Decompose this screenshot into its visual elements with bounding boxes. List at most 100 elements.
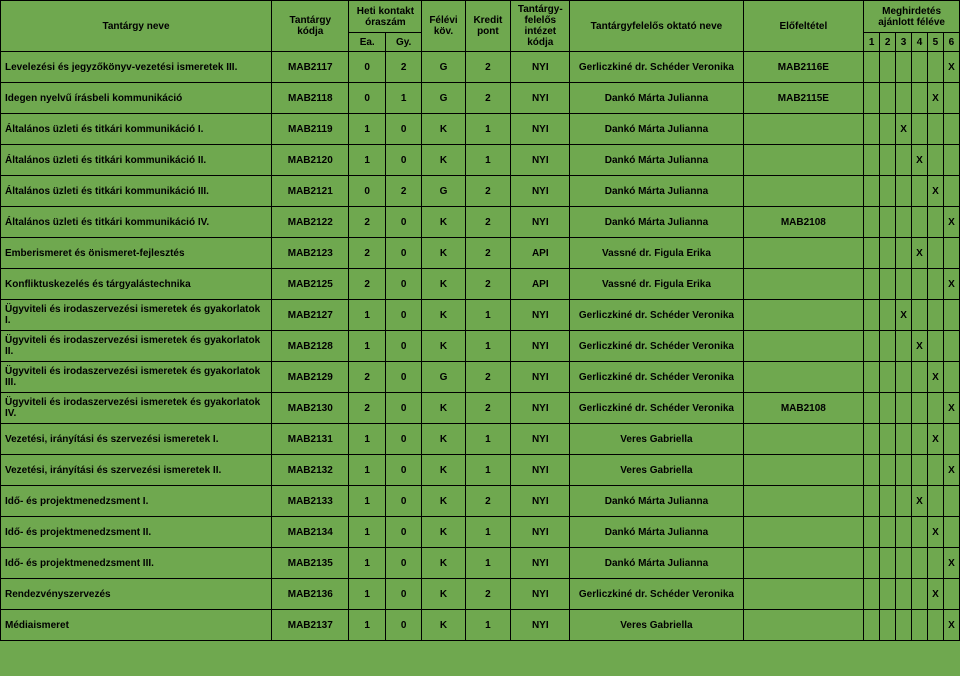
cell-exam: K (422, 300, 465, 331)
table-row: Általános üzleti és titkári kommunikáció… (1, 114, 960, 145)
cell-sem-3 (896, 455, 912, 486)
cell-sem-1 (864, 455, 880, 486)
cell-sem-4 (912, 393, 928, 424)
cell-sem-2 (880, 517, 896, 548)
cell-sem-5: X (927, 176, 943, 207)
cell-exam: K (422, 145, 465, 176)
cell-dept: NYI (511, 393, 570, 424)
cell-teacher: Dankó Márta Julianna (570, 114, 743, 145)
cell-sem-6 (943, 579, 959, 610)
cell-teacher: Veres Gabriella (570, 424, 743, 455)
table-row: RendezvényszervezésMAB213610K2NYIGerlicz… (1, 579, 960, 610)
cell-name: Ügyviteli és irodaszervezési ismeretek é… (1, 362, 272, 393)
header-exam: Félévi köv. (422, 1, 465, 52)
cell-sem-5 (927, 548, 943, 579)
cell-sem-4 (912, 207, 928, 238)
cell-teacher: Gerliczkiné dr. Schéder Veronika (570, 52, 743, 83)
cell-sem-4 (912, 269, 928, 300)
cell-teacher: Vassné dr. Figula Erika (570, 269, 743, 300)
header-row-1: Tantárgy neve Tantárgy kódja Heti kontak… (1, 1, 960, 33)
cell-exam: K (422, 455, 465, 486)
cell-code: MAB2120 (272, 145, 349, 176)
cell-ea: 2 (349, 362, 385, 393)
cell-name: Ügyviteli és irodaszervezési ismeretek é… (1, 300, 272, 331)
table-row: Levelezési és jegyzőkönyv-vezetési ismer… (1, 52, 960, 83)
cell-ea: 1 (349, 331, 385, 362)
cell-credit: 1 (465, 455, 511, 486)
cell-sem-1 (864, 579, 880, 610)
cell-teacher: Gerliczkiné dr. Schéder Veronika (570, 579, 743, 610)
cell-sem-5: X (927, 517, 943, 548)
cell-sem-3 (896, 52, 912, 83)
cell-name: Médiaismeret (1, 610, 272, 641)
cell-dept: NYI (511, 331, 570, 362)
cell-sem-1 (864, 393, 880, 424)
cell-name: Általános üzleti és titkári kommunikáció… (1, 145, 272, 176)
cell-sem-3 (896, 362, 912, 393)
cell-dept: NYI (511, 579, 570, 610)
table-row: Általános üzleti és titkári kommunikáció… (1, 145, 960, 176)
cell-code: MAB2132 (272, 455, 349, 486)
cell-code: MAB2128 (272, 331, 349, 362)
cell-sem-6: X (943, 548, 959, 579)
cell-gy: 0 (385, 300, 421, 331)
cell-sem-3 (896, 548, 912, 579)
cell-dept: NYI (511, 52, 570, 83)
cell-credit: 1 (465, 145, 511, 176)
cell-teacher: Gerliczkiné dr. Schéder Veronika (570, 362, 743, 393)
cell-credit: 2 (465, 83, 511, 114)
cell-sem-2 (880, 610, 896, 641)
cell-sem-3 (896, 424, 912, 455)
cell-gy: 0 (385, 424, 421, 455)
cell-teacher: Veres Gabriella (570, 455, 743, 486)
cell-dept: NYI (511, 517, 570, 548)
cell-sem-6 (943, 362, 959, 393)
header-s3: 3 (896, 33, 912, 52)
cell-sem-2 (880, 145, 896, 176)
cell-sem-4 (912, 424, 928, 455)
cell-sem-1 (864, 52, 880, 83)
cell-sem-5 (927, 610, 943, 641)
cell-sem-6: X (943, 269, 959, 300)
cell-sem-5: X (927, 362, 943, 393)
cell-sem-3 (896, 517, 912, 548)
cell-sem-2 (880, 393, 896, 424)
cell-exam: K (422, 393, 465, 424)
cell-prereq (743, 114, 864, 145)
cell-sem-4 (912, 610, 928, 641)
cell-credit: 1 (465, 548, 511, 579)
cell-teacher: Dankó Márta Julianna (570, 83, 743, 114)
cell-code: MAB2133 (272, 486, 349, 517)
cell-credit: 2 (465, 486, 511, 517)
cell-sem-1 (864, 362, 880, 393)
cell-prereq (743, 579, 864, 610)
cell-exam: G (422, 362, 465, 393)
cell-teacher: Dankó Márta Julianna (570, 517, 743, 548)
cell-sem-2 (880, 486, 896, 517)
cell-code: MAB2136 (272, 579, 349, 610)
header-dept: Tantárgy-felelős intézet kódja (511, 1, 570, 52)
cell-credit: 1 (465, 114, 511, 145)
cell-sem-3 (896, 207, 912, 238)
cell-teacher: Vassné dr. Figula Erika (570, 238, 743, 269)
cell-sem-4: X (912, 238, 928, 269)
cell-sem-1 (864, 424, 880, 455)
cell-dept: NYI (511, 548, 570, 579)
cell-sem-3 (896, 238, 912, 269)
cell-exam: K (422, 610, 465, 641)
cell-teacher: Dankó Márta Julianna (570, 548, 743, 579)
cell-sem-1 (864, 486, 880, 517)
cell-gy: 0 (385, 579, 421, 610)
cell-sem-6 (943, 114, 959, 145)
cell-sem-6 (943, 145, 959, 176)
cell-sem-2 (880, 331, 896, 362)
cell-sem-1 (864, 114, 880, 145)
cell-sem-6: X (943, 207, 959, 238)
cell-gy: 0 (385, 548, 421, 579)
cell-dept: API (511, 269, 570, 300)
cell-teacher: Dankó Márta Julianna (570, 486, 743, 517)
cell-gy: 2 (385, 176, 421, 207)
curriculum-table: Tantárgy neve Tantárgy kódja Heti kontak… (0, 0, 960, 641)
cell-sem-3 (896, 176, 912, 207)
cell-sem-2 (880, 548, 896, 579)
